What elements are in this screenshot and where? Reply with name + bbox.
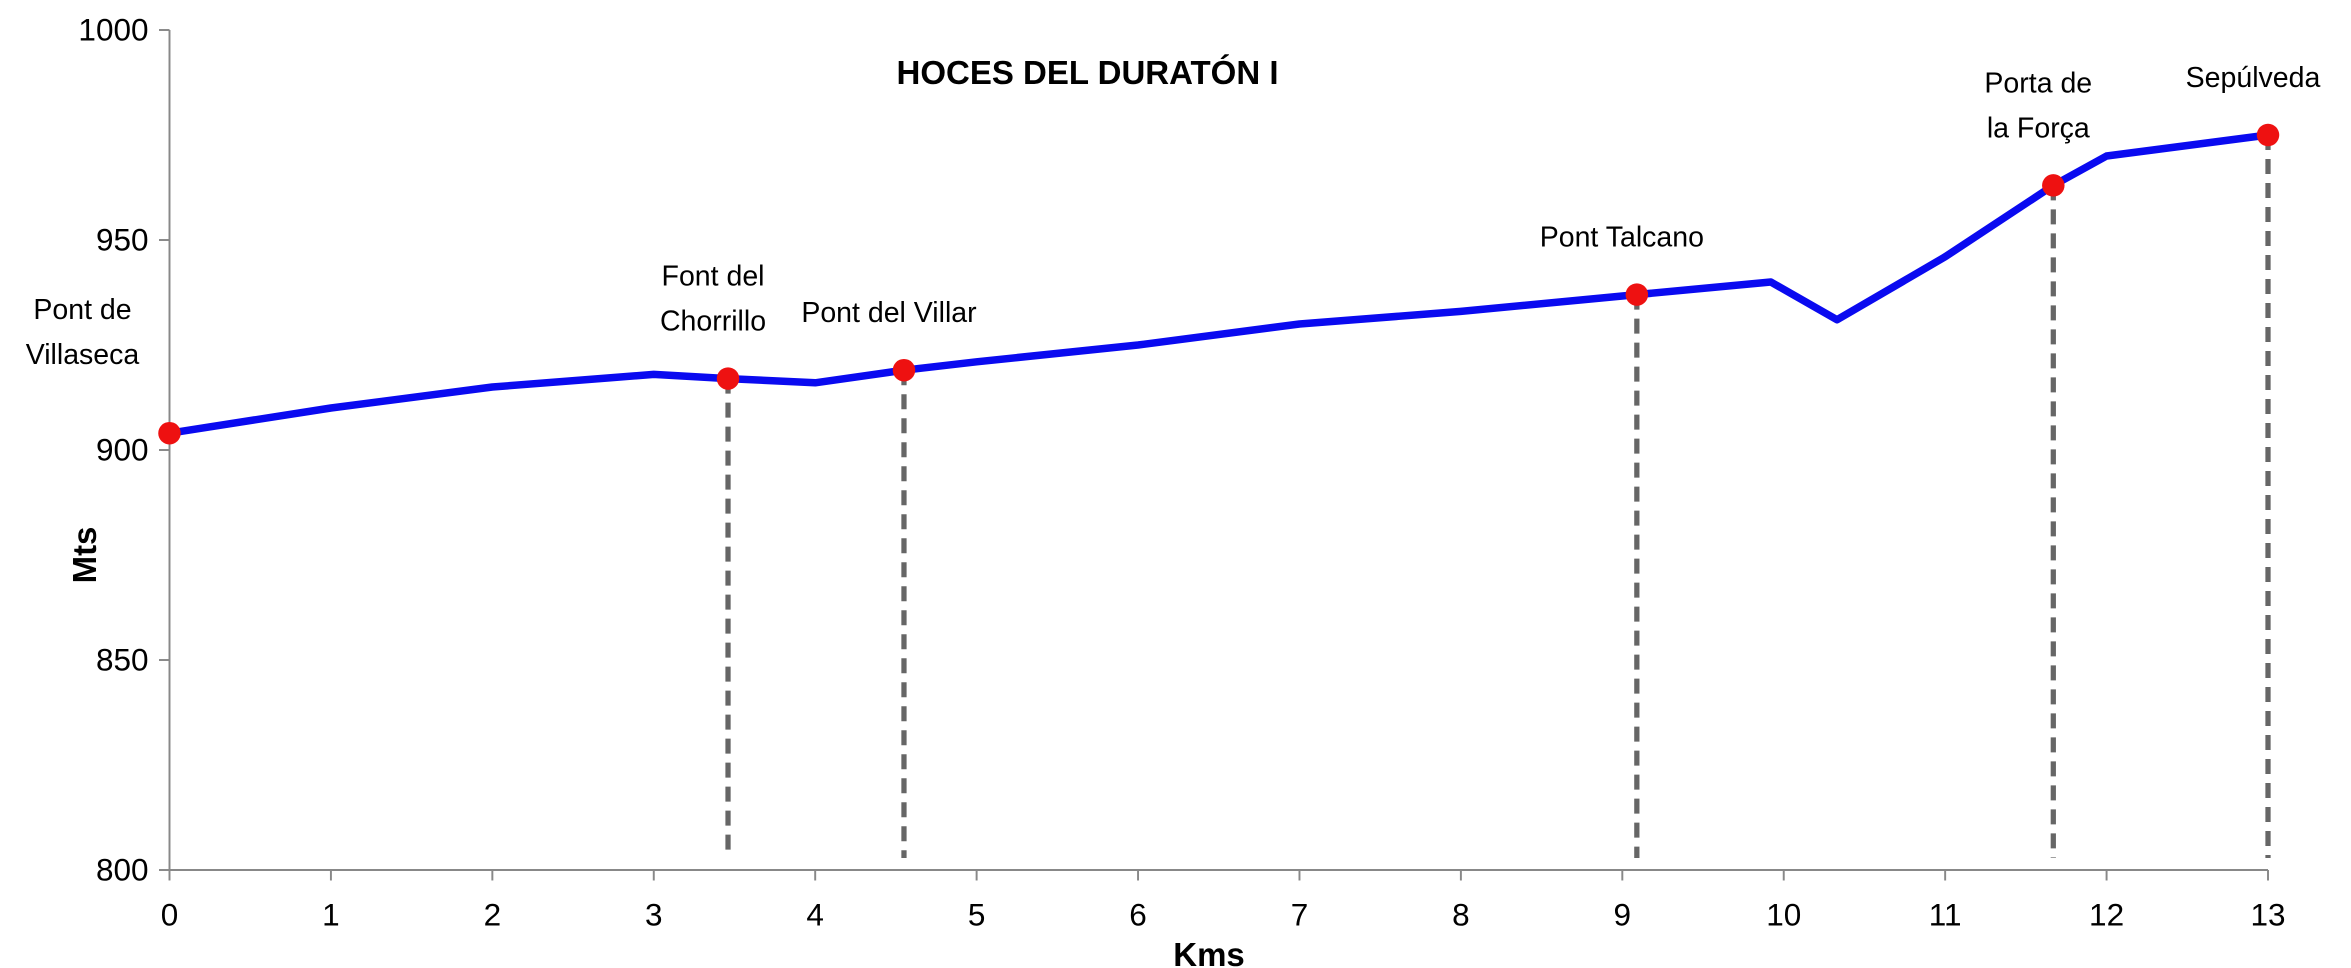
point-marker bbox=[158, 421, 181, 445]
x-tick-label: 13 bbox=[2250, 897, 2285, 933]
x-tick-label: 7 bbox=[1291, 897, 1309, 933]
point-label: la Força bbox=[1987, 112, 2090, 144]
x-tick-label: 3 bbox=[645, 897, 663, 933]
point-label: Pont de bbox=[33, 294, 131, 326]
x-tick-label: 11 bbox=[1929, 897, 1962, 933]
y-tick-label: 950 bbox=[96, 222, 149, 258]
x-tick-label: 0 bbox=[161, 897, 179, 933]
y-tick-label: 850 bbox=[96, 642, 149, 678]
x-tick-label: 8 bbox=[1452, 897, 1470, 933]
point-label: Font del bbox=[662, 261, 765, 293]
x-tick-label: 4 bbox=[806, 897, 824, 933]
x-tick-label: 1 bbox=[322, 897, 340, 933]
point-marker bbox=[2256, 123, 2280, 147]
x-tick-label: 10 bbox=[1766, 897, 1801, 933]
y-axis-title: Mts bbox=[66, 527, 103, 584]
point-marker bbox=[1625, 283, 1649, 306]
point-label: Pont Talcano bbox=[1540, 222, 1704, 254]
x-tick-label: 2 bbox=[484, 897, 502, 933]
x-tick-label: 9 bbox=[1614, 897, 1632, 933]
x-tick-label: 6 bbox=[1129, 897, 1147, 933]
point-label: Chorrillo bbox=[660, 306, 766, 338]
point-marker bbox=[2042, 174, 2065, 197]
point-label: Porta de bbox=[1984, 67, 2092, 99]
point-label: Sepúlveda bbox=[2186, 62, 2321, 94]
point-label: Villaseca bbox=[26, 339, 140, 371]
y-tick-label: 900 bbox=[96, 432, 149, 468]
x-axis-title: Kms bbox=[1173, 936, 1245, 968]
point-marker bbox=[716, 367, 740, 390]
y-tick-label: 1000 bbox=[78, 12, 148, 48]
chart-title: HOCES DEL DURATÓN I bbox=[897, 54, 1279, 91]
y-tick-label: 800 bbox=[96, 852, 149, 888]
line-series bbox=[168, 131, 2269, 437]
point-marker bbox=[892, 358, 916, 382]
x-tick-label: 12 bbox=[2089, 897, 2124, 933]
point-label: Pont del Villar bbox=[801, 297, 977, 329]
x-tick-label: 5 bbox=[968, 897, 986, 933]
